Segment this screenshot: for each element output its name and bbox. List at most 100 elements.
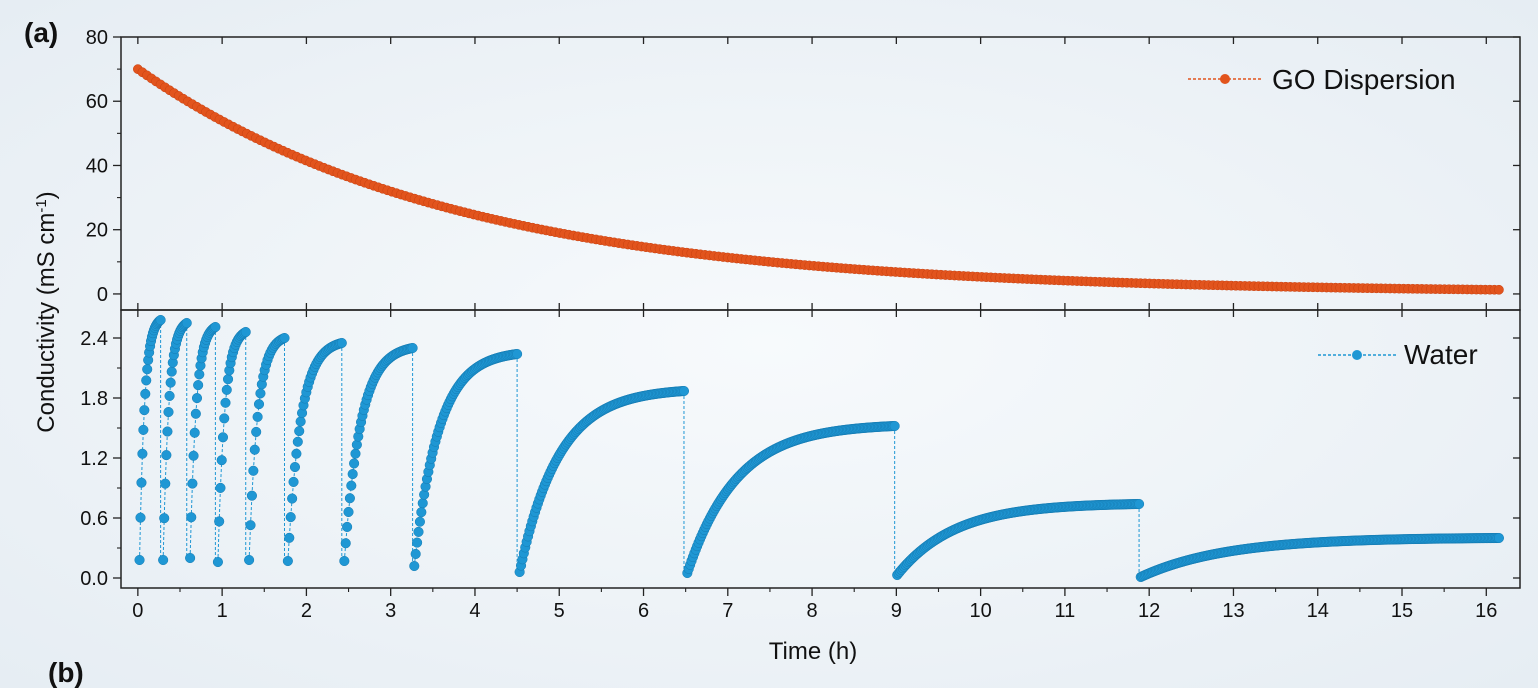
top-series-go-dispersion xyxy=(133,64,1504,295)
bottom-y-tick-label: 2.4 xyxy=(80,328,108,350)
water-point xyxy=(889,420,900,432)
top-y-tick-label: 0 xyxy=(97,284,108,306)
water-point xyxy=(292,436,303,447)
water-point xyxy=(413,526,424,537)
water-point xyxy=(417,498,428,509)
water-point xyxy=(339,555,350,567)
water-point xyxy=(344,493,355,504)
panel-label-a: (a) xyxy=(24,17,58,48)
y-axis-title: Conductivity (mS cm-1) xyxy=(33,191,61,432)
water-point xyxy=(291,448,302,459)
top-legend: GO Dispersion xyxy=(1188,64,1456,95)
water-point xyxy=(193,380,204,391)
water-point xyxy=(222,374,234,385)
water-point xyxy=(288,476,299,487)
water-point xyxy=(255,388,266,399)
water-point xyxy=(245,520,256,531)
water-point xyxy=(287,493,298,504)
bottom-ticks: 0.0 0.6 1.2 1.8 2.4 xyxy=(80,310,1520,596)
water-point xyxy=(414,516,425,527)
water-point xyxy=(294,426,305,437)
water-point xyxy=(412,537,423,548)
water-point xyxy=(240,326,251,338)
x-tick-label: 10 xyxy=(970,600,992,622)
water-point xyxy=(164,390,175,401)
top-y-tick-label: 80 xyxy=(86,27,108,49)
legend-go-dispersion: GO Dispersion xyxy=(1272,64,1456,95)
water-point xyxy=(158,554,169,566)
water-point xyxy=(190,408,201,419)
x-tick-label: 4 xyxy=(469,600,480,622)
bottom-y-tick-label: 1.8 xyxy=(80,388,108,410)
water-point xyxy=(191,393,203,404)
water-point xyxy=(134,554,145,566)
water-point xyxy=(249,444,260,455)
water-point xyxy=(416,507,427,518)
water-point xyxy=(252,411,263,422)
water-point xyxy=(351,439,362,450)
water-point xyxy=(282,555,293,567)
top-ticks: 0 20 40 60 80 xyxy=(86,27,1520,310)
water-point xyxy=(187,478,198,489)
x-tick-label: 16 xyxy=(1475,600,1497,622)
bottom-plot-frame xyxy=(120,309,1521,589)
water-point xyxy=(279,332,290,344)
water-point xyxy=(214,516,225,527)
water-point xyxy=(215,482,226,493)
water-point xyxy=(142,364,153,375)
water-point xyxy=(251,426,262,437)
water-point xyxy=(347,469,358,480)
x-tick-label: 5 xyxy=(554,600,565,622)
water-point xyxy=(253,399,265,410)
panel-label-b: (b) xyxy=(48,657,84,688)
bottom-y-tick-label: 0.0 xyxy=(80,568,108,590)
x-axis-title: Time (h) xyxy=(769,638,857,665)
top-y-tick-label: 40 xyxy=(86,155,108,177)
x-tick-label: 13 xyxy=(1222,600,1244,622)
water-point xyxy=(246,490,257,501)
water-point xyxy=(140,388,151,399)
bottom-y-tick-label: 1.2 xyxy=(80,448,108,470)
water-point xyxy=(181,317,192,329)
water-point xyxy=(409,560,420,572)
water-point xyxy=(141,375,152,386)
water-point xyxy=(512,348,523,360)
water-point xyxy=(410,548,421,560)
x-tick-label: 6 xyxy=(638,600,649,622)
water-point xyxy=(342,521,353,532)
water-point xyxy=(289,461,301,473)
water-point xyxy=(244,554,255,566)
top-panel: 0 20 40 60 80 GO Dispersion xyxy=(86,27,1521,311)
water-point xyxy=(220,397,231,408)
water-point xyxy=(155,314,166,326)
water-point xyxy=(165,377,176,388)
water-point xyxy=(295,416,306,427)
x-tick-label: 1 xyxy=(217,600,228,622)
water-point xyxy=(285,512,296,523)
water-point xyxy=(346,480,357,491)
water-point xyxy=(137,448,148,459)
water-point xyxy=(221,384,232,395)
x-tick-labels: 0 1 2 3 4 5 6 7 8 9 10 11 12 13 14 15 16 xyxy=(132,600,1497,622)
top-y-tick-label: 60 xyxy=(86,91,108,113)
x-tick-label: 3 xyxy=(385,600,396,622)
water-point xyxy=(139,405,150,416)
water-point xyxy=(350,448,361,459)
x-tick-label: 0 xyxy=(132,600,143,622)
water-point xyxy=(407,342,418,354)
water-point xyxy=(159,513,170,524)
legend-water: Water xyxy=(1404,339,1478,370)
water-point xyxy=(135,512,146,523)
water-point xyxy=(186,512,197,523)
water-point xyxy=(189,427,200,438)
water-point xyxy=(1134,498,1145,510)
water-point xyxy=(284,532,295,543)
water-point xyxy=(219,413,230,424)
water-point xyxy=(161,450,172,461)
water-point xyxy=(194,369,205,380)
water-point xyxy=(166,366,177,377)
water-point xyxy=(138,424,149,435)
x-tick-label: 7 xyxy=(722,600,733,622)
